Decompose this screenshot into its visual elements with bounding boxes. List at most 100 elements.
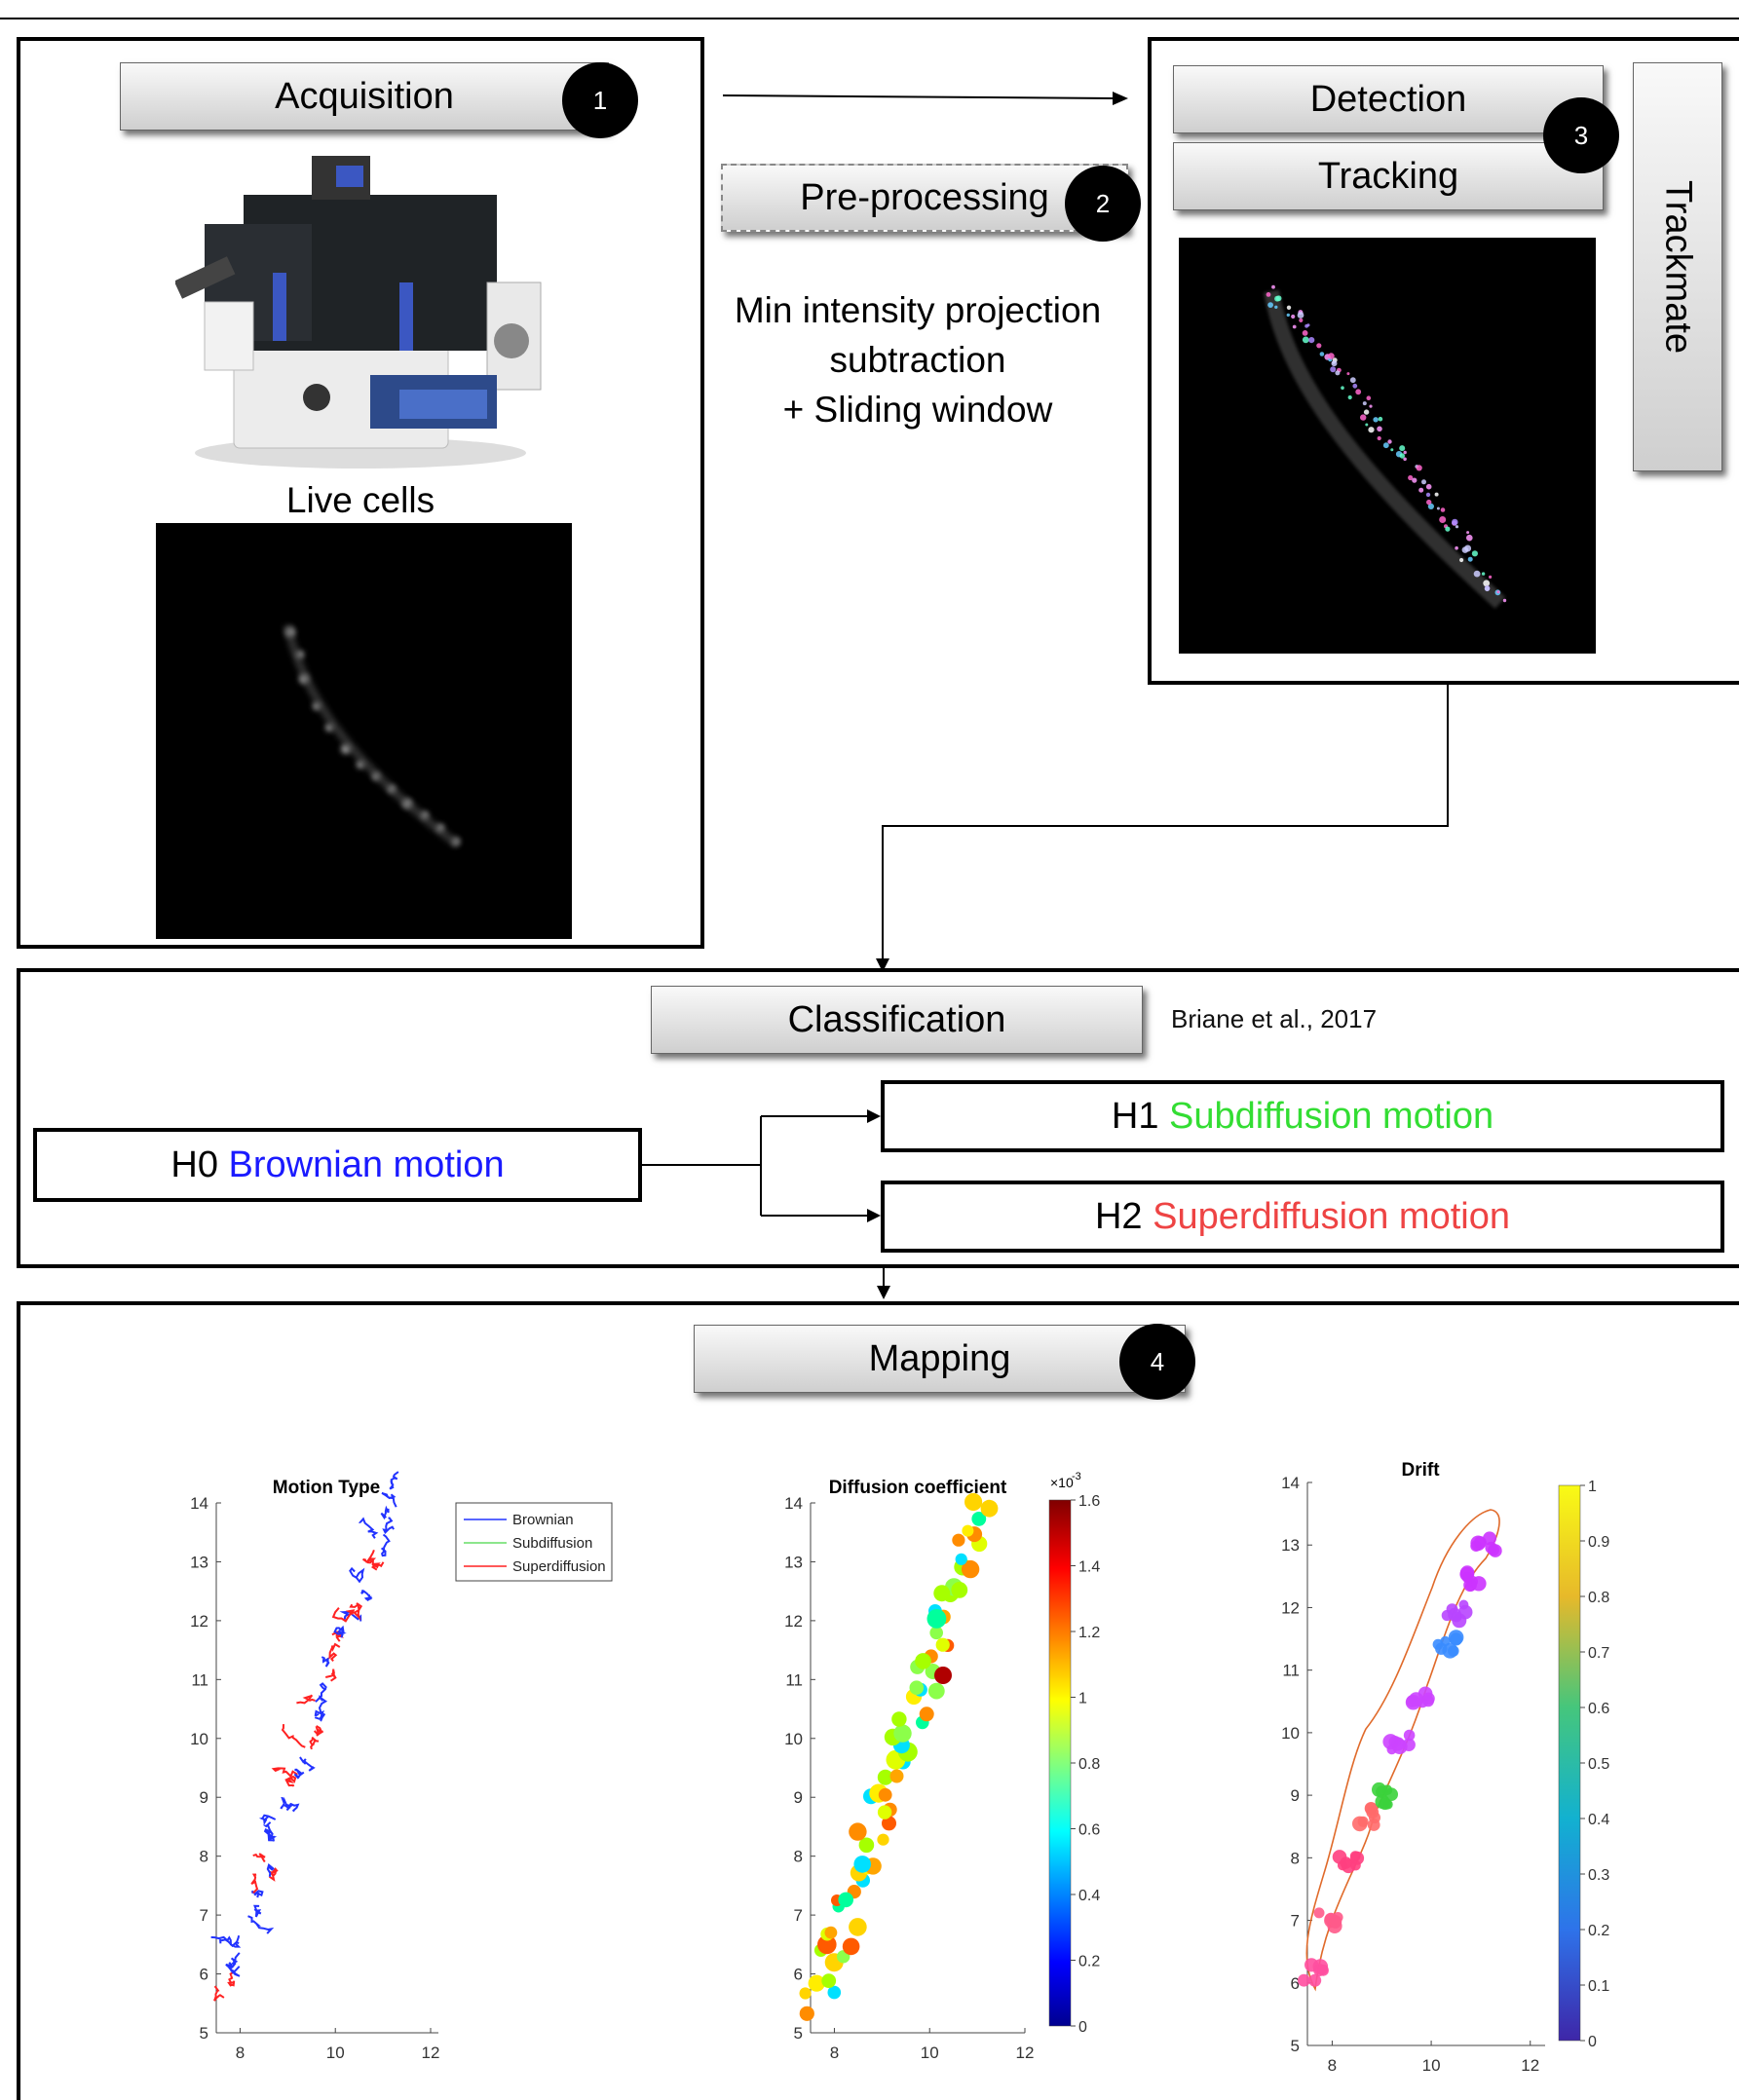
y-tick-label: 6: [200, 1966, 208, 1984]
motion-track: [349, 1566, 365, 1584]
diffusion-point: [933, 1585, 951, 1602]
preprocessing-line-1: Min intensity projection: [734, 290, 1102, 330]
colorbar-tick-label: 0.8: [1588, 1590, 1609, 1606]
tracked-spot: [1377, 435, 1381, 441]
y-tick-label: 8: [1291, 1849, 1300, 1867]
motion-track: [252, 1853, 266, 1863]
tracked-spot: [1274, 305, 1278, 309]
tracked-cell-micrograph: [1179, 238, 1596, 654]
classification-label: Classification: [787, 998, 1006, 1040]
h1-box: H1 Subdiffusion motion: [881, 1080, 1724, 1152]
tracked-spot: [1455, 525, 1459, 529]
motion-track: [328, 1642, 341, 1663]
drift-point: [1317, 1965, 1329, 1976]
motion-tracks: [210, 1471, 399, 2002]
preprocessing-button[interactable]: Pre-processing: [721, 164, 1128, 232]
motion-track: [213, 1985, 225, 2002]
acquisition-button[interactable]: Acquisition: [120, 62, 609, 131]
tracked-spot: [1445, 526, 1451, 532]
diffusion-point: [964, 1492, 983, 1512]
motion-track: [267, 1867, 279, 1882]
y-tick-label: 6: [1291, 1974, 1300, 1993]
drift-point: [1330, 1917, 1342, 1929]
tracked-spot: [1328, 353, 1335, 359]
colorbar-tick-label: 0.1: [1588, 1978, 1609, 1995]
motion-track: [219, 1934, 241, 1948]
drift-point: [1366, 1806, 1380, 1819]
acquisition-to-detection-arrow: [722, 92, 1128, 105]
y-tick-label: 5: [200, 2024, 208, 2043]
motion-track: [284, 1775, 297, 1787]
y-tick-label: 5: [1291, 2037, 1300, 2055]
drift-point: [1473, 1536, 1487, 1550]
drift-point: [1298, 1973, 1310, 1987]
tracked-spot: [1426, 499, 1432, 506]
diffusion-point: [915, 1653, 931, 1669]
drift-point: [1367, 1819, 1380, 1831]
diffusion-point: [799, 1987, 812, 2000]
tracked-spot: [1471, 550, 1478, 557]
h1-name: Subdiffusion motion: [1169, 1095, 1494, 1137]
step-4-badge: 4: [1119, 1324, 1195, 1400]
y-tick-label: 7: [1291, 1912, 1300, 1931]
diffusion-point: [817, 1934, 837, 1955]
motion-track: [293, 1768, 305, 1780]
diffusion-point: [838, 1892, 853, 1908]
trackmate-button[interactable]: Trackmate: [1633, 62, 1722, 471]
tracked-spot: [1362, 401, 1367, 406]
step-3-badge: 3: [1543, 97, 1619, 173]
motion-type-chart: Motion Type 5 6 7 8 9 10 11 12 13 14 8 10 12 Brownia…: [190, 1471, 613, 2062]
preprocessing-line-2: subtraction: [829, 340, 1006, 380]
tracked-spot: [1335, 370, 1341, 376]
tracked-spot: [1484, 585, 1491, 592]
y-tick-label: 6: [794, 1966, 803, 1984]
mapping-button[interactable]: Mapping: [694, 1325, 1186, 1393]
diffusion-point: [891, 1711, 907, 1727]
drift-point: [1357, 1816, 1369, 1827]
colorbar-tick-label: 0.5: [1588, 1756, 1609, 1773]
motion-track: [324, 1669, 337, 1682]
step-4-number: 4: [1150, 1346, 1165, 1376]
tracked-spot: [1390, 448, 1394, 452]
diffusion-point: [799, 2006, 814, 2021]
drift-points: [1298, 1531, 1502, 1987]
tracked-spot: [1489, 575, 1493, 579]
live-cells-label: Live cells: [285, 480, 435, 520]
detection-button[interactable]: Detection: [1173, 65, 1604, 133]
tracked-spot: [1473, 570, 1481, 578]
x-tick-label: 10: [326, 2044, 345, 2062]
step-1-badge: 1: [562, 62, 638, 138]
y-tick-label: 12: [190, 1612, 208, 1631]
x-tick-label: 12: [1521, 2056, 1539, 2075]
y-tick-label: 13: [1281, 1536, 1300, 1555]
motion-track: [382, 1517, 395, 1534]
motion-track: [331, 1607, 356, 1623]
tracked-spot: [1355, 389, 1362, 395]
tracked-spot: [1481, 572, 1486, 576]
tracked-spot: [1365, 423, 1369, 427]
hypothesis-branch-arrows: [641, 1109, 881, 1222]
diffusion-point: [971, 1512, 987, 1526]
motion-track: [362, 1549, 377, 1564]
live-cell-micrograph: [156, 523, 572, 939]
top-rule: [0, 18, 1739, 19]
acquisition-label: Acquisition: [275, 75, 454, 117]
diffusion-point: [893, 1724, 912, 1743]
tracked-spot: [1403, 450, 1407, 455]
motion-track: [280, 1802, 300, 1813]
h0-box: H0 Brownian motion: [33, 1128, 642, 1202]
y-tick-label: 8: [794, 1848, 803, 1866]
tracked-spot: [1466, 531, 1470, 535]
step-3-number: 3: [1573, 120, 1589, 150]
tracked-spot: [1341, 386, 1344, 390]
diffusion-point: [955, 1553, 967, 1565]
motion-track: [226, 1965, 241, 1977]
drift-point: [1313, 1907, 1325, 1919]
motion-track: [299, 1756, 316, 1772]
classification-button[interactable]: Classification: [651, 986, 1143, 1054]
diffusion-exponent: -3: [1072, 1471, 1081, 1482]
tracking-button[interactable]: Tracking: [1173, 142, 1604, 210]
diffusion-points: [799, 1492, 999, 2021]
tracked-spot: [1308, 337, 1315, 344]
